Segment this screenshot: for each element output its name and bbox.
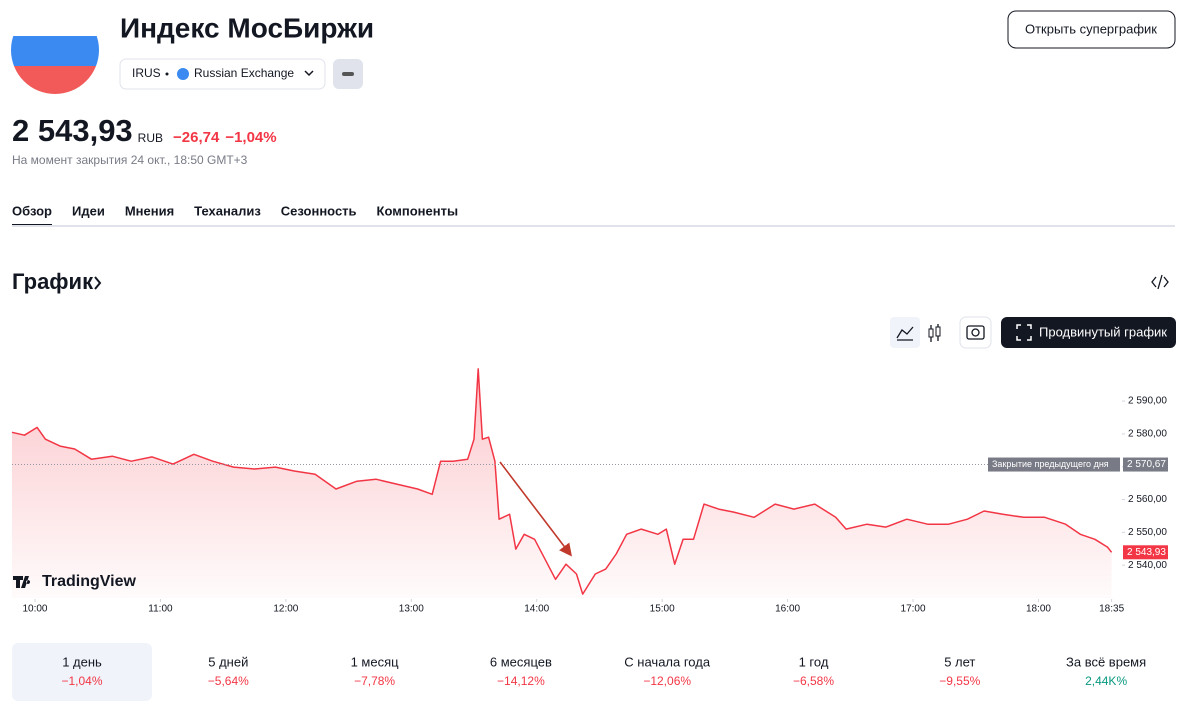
period-label[interactable]: 5 лет	[944, 654, 975, 669]
last-value-badge	[1123, 545, 1168, 560]
period-label[interactable]: За всё время	[1066, 654, 1146, 669]
tab[interactable]: Теханализ	[194, 203, 261, 218]
tab[interactable]: Компоненты	[377, 203, 459, 218]
exchange: Russian Exchange	[194, 66, 294, 80]
embed-icon[interactable]	[1151, 274, 1169, 290]
previous-close-name: Закрытие предыдущего дня	[992, 459, 1109, 469]
area	[12, 368, 1112, 598]
brand-logo	[13, 576, 31, 588]
chart: 2 540,002 550,002 560,002 570,002 580,00…	[11, 368, 1168, 615]
logo	[11, 6, 99, 94]
period-selected	[12, 643, 152, 701]
previous-close-value-badge	[1123, 457, 1168, 472]
ticker: IRUS	[132, 66, 161, 80]
snapshot-button[interactable]	[959, 316, 992, 349]
section-chevron	[94, 276, 102, 290]
camera-icon	[966, 325, 985, 340]
x-tick-label: 16:00	[775, 604, 800, 615]
x-tick-label: 18:00	[1026, 604, 1051, 615]
x-tick-label: 13:00	[399, 604, 424, 615]
period-change: −14,12%	[497, 674, 545, 688]
flag-icon	[177, 68, 189, 80]
period-change: −5,64%	[208, 674, 249, 688]
y-tick-label: 2 590,00	[1128, 396, 1167, 407]
period-change: −7,78%	[354, 674, 395, 688]
y-tick-label: 2 560,00	[1128, 494, 1167, 505]
period-label[interactable]: 6 месяцев	[490, 654, 552, 669]
tab[interactable]: Сезонность	[281, 203, 357, 218]
previous-close-value: 2 570,67	[1127, 459, 1166, 470]
exchange-pill[interactable]	[119, 58, 326, 90]
period-change: 2,44K%	[1085, 674, 1127, 688]
advanced-chart-label: Продвинутый график	[1039, 324, 1167, 339]
period-label[interactable]: 1 день	[62, 654, 102, 669]
y-tick-label: 2 540,00	[1128, 560, 1167, 571]
supergraph-label: Открыть суперграфик	[1025, 21, 1157, 36]
line-icon	[896, 326, 914, 341]
change-percent: −1,04%	[225, 129, 276, 146]
tab[interactable]: Мнения	[125, 203, 174, 218]
period-label[interactable]: 1 месяц	[351, 654, 400, 669]
x-tick-label: 18:35	[1099, 604, 1124, 615]
x-tick-label: 10:00	[22, 604, 47, 615]
currency: RUB	[138, 131, 163, 145]
title: Индекс МосБиржи	[120, 12, 374, 43]
period-change: −6,58%	[793, 674, 834, 688]
chevron	[304, 70, 314, 77]
periods: 1 день −1,04% 5 дней −5,64% 1 месяц −7,78% 6 м…	[61, 654, 1146, 688]
period-change: −12,06%	[643, 674, 691, 688]
price: 2 543,93	[12, 113, 133, 148]
advanced-chart-button[interactable]	[1001, 317, 1176, 348]
minus-icon	[342, 72, 354, 76]
period-label[interactable]: С начала года	[624, 654, 711, 669]
period-change: −1,04%	[61, 674, 102, 688]
y-tick-label: 2 580,00	[1128, 429, 1167, 440]
x-tick-label: 12:00	[273, 604, 298, 615]
previous-close-badge	[988, 457, 1120, 472]
x-tick-label: 14:00	[524, 604, 549, 615]
x-tick-label: 15:00	[650, 604, 675, 615]
brand: TradingView	[42, 573, 137, 590]
x-tick-label: 17:00	[901, 604, 926, 615]
fullscreen-icon	[1016, 324, 1032, 341]
dot	[165, 72, 169, 76]
x-tick-label: 11:00	[148, 604, 173, 615]
last-value-label: 2 543,93	[1127, 547, 1166, 558]
period-label[interactable]: 1 год	[799, 654, 829, 669]
period-label[interactable]: 5 дней	[208, 654, 248, 669]
y-tick-label: 2 550,00	[1128, 527, 1167, 538]
section-title[interactable]: График	[12, 269, 94, 294]
change: −26,74	[173, 129, 220, 146]
quote-note: На момент закрытия 24 окт., 18:50 GMT+3	[12, 153, 248, 167]
tab[interactable]: Идеи	[72, 203, 105, 218]
tab[interactable]: Обзор	[12, 203, 52, 218]
supergraph-button[interactable]	[1007, 10, 1176, 49]
tabs: Обзор Идеи Мнения Теханализ Сезонность Компон…	[12, 203, 458, 227]
price-line	[11, 368, 1113, 595]
period-change: −9,55%	[939, 674, 980, 688]
annotation-arrow	[499, 461, 572, 557]
